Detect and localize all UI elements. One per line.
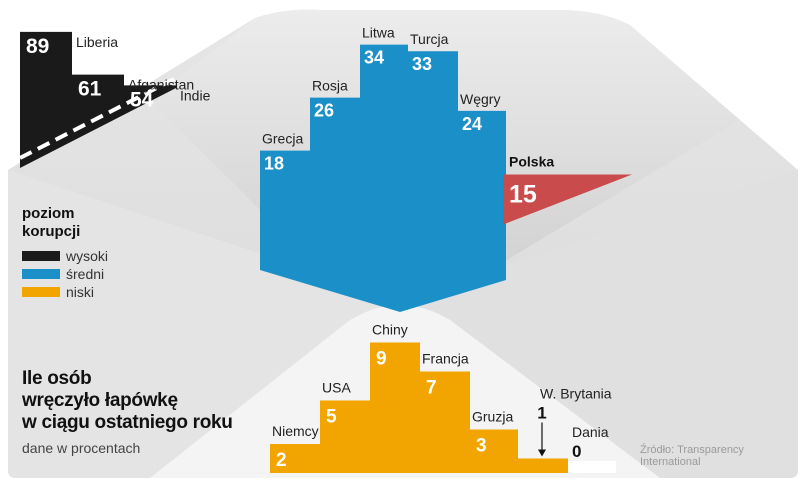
legend-item-low: niski (22, 283, 95, 300)
bar-chiny (370, 342, 420, 473)
legend-swatch (22, 286, 60, 297)
bar-group-medium (260, 44, 506, 312)
data-label-grecja: 18 (264, 154, 284, 174)
data-label-litwa: 34 (364, 48, 384, 68)
legend-label: niski (66, 283, 95, 300)
data-label-rosja: 26 (314, 101, 334, 121)
category-label-usa: USA (322, 380, 351, 396)
category-label-polska: Polska (509, 154, 554, 170)
category-label-afganistan: Afganistan (128, 77, 194, 93)
category-label-dania: Dania (572, 424, 609, 440)
data-label-afganistan: 61 (78, 78, 102, 101)
data-label-liberia: 89 (26, 35, 49, 58)
chart-title-line: Ile osób (22, 368, 92, 389)
bar-dania (568, 461, 616, 473)
legend-item-high: wysoki (22, 247, 109, 264)
chart-subtitle: dane w procentach (22, 440, 141, 456)
bar-francja (420, 371, 470, 473)
chart-title: Ile osób wręczyło łapówkę w ciągu ostatn… (22, 368, 233, 434)
legend-title-line: korupcji (22, 223, 81, 240)
bar-w-brytania (518, 458, 568, 473)
bar-niemcy (270, 444, 320, 473)
data-label-usa: 5 (326, 407, 337, 428)
legend-swatch (22, 268, 60, 279)
data-label-indie: 54 (130, 88, 154, 111)
category-label-rosja: Rosja (312, 78, 348, 94)
source-line: Źródło: Transparency (640, 444, 744, 456)
source-line: International (640, 456, 701, 468)
data-label-niemcy: 2 (276, 450, 287, 471)
data-label-francja: 7 (426, 378, 437, 399)
data-label-wegry: 24 (462, 114, 482, 134)
data-label-gruzja: 3 (476, 436, 487, 457)
data-label-chiny: 9 (376, 349, 387, 370)
pointer-arrow (538, 449, 546, 457)
category-label-niemcy: Niemcy (272, 423, 319, 439)
legend-item-medium: średni (22, 265, 105, 282)
data-label-dania: 0 (572, 442, 581, 461)
data-label-w-brytania: 1 (537, 404, 546, 423)
legend-swatch (22, 250, 60, 261)
bar-usa (320, 400, 370, 473)
chart-title-line: wręczyło łapówkę (22, 390, 178, 411)
tear-line (19, 76, 177, 160)
category-label-w-brytania: W. Brytania (540, 386, 612, 402)
category-label-liberia: Liberia (76, 34, 118, 50)
envelope (8, 9, 798, 479)
bar-polska (503, 174, 632, 225)
legend-label: wysoki (66, 247, 109, 264)
source-note: Źródło: Transparency International (640, 444, 744, 468)
category-label-francja: Francja (422, 351, 469, 367)
category-label-chiny: Chiny (372, 322, 408, 338)
category-label-gruzja: Gruzja (472, 409, 513, 425)
data-label-turcja: 33 (412, 54, 432, 74)
data-label-polska: 15 (509, 181, 537, 209)
chart-title-line: w ciągu ostatniego roku (22, 412, 233, 433)
category-label-litwa: Litwa (362, 25, 395, 41)
bar-group-high (20, 31, 176, 168)
category-label-wegry: Węgry (460, 91, 500, 107)
legend-title-line: poziom (22, 205, 75, 222)
bar-gruzja (470, 429, 518, 473)
category-label-indie: Indie (180, 87, 211, 103)
legend-title: poziom korupcji (22, 205, 80, 241)
category-label-grecja: Grecja (262, 131, 303, 147)
category-label-turcja: Turcja (410, 31, 449, 47)
legend-label: średni (66, 265, 105, 282)
